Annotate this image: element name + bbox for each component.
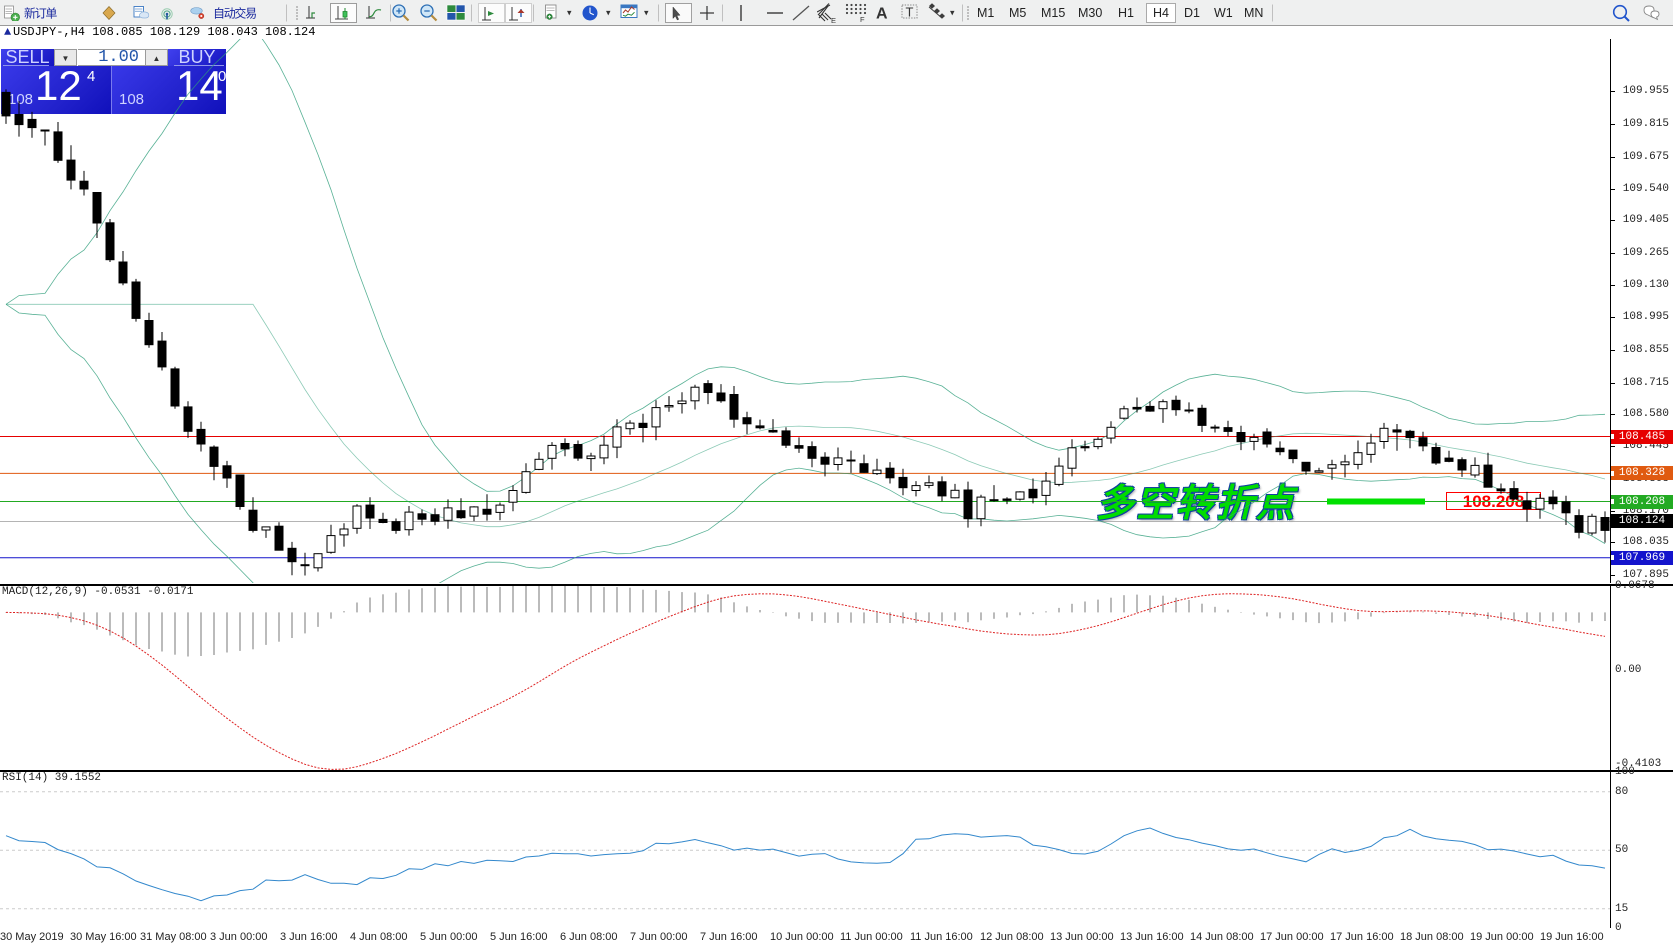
svg-text:F: F xyxy=(860,15,865,23)
svg-text:E: E xyxy=(831,16,836,23)
svg-text:T: T xyxy=(906,4,914,19)
svg-text:A: A xyxy=(876,5,888,22)
